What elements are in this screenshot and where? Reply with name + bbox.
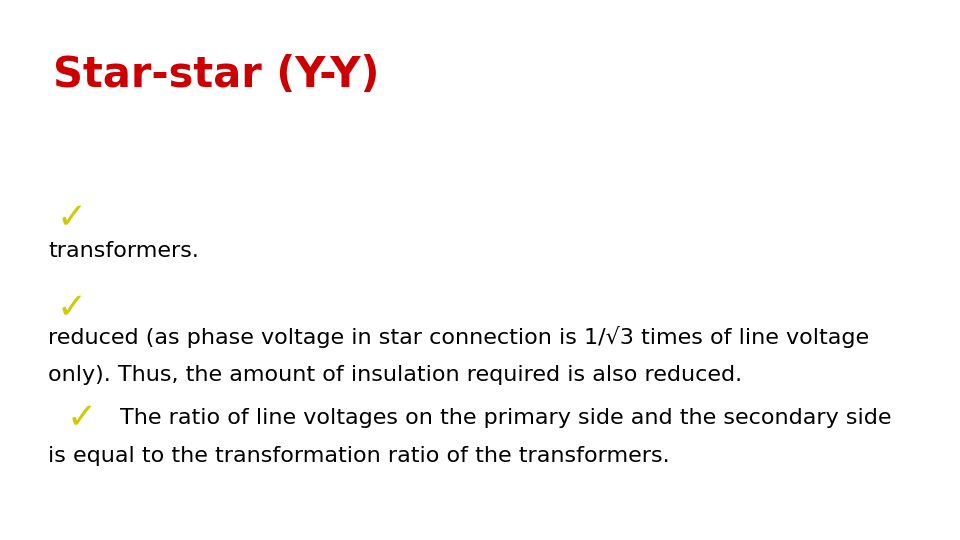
Text: ✓: ✓ — [66, 402, 97, 435]
Text: reduced (as phase voltage in star connection is 1/√3 times of line voltage: reduced (as phase voltage in star connec… — [48, 327, 869, 348]
Text: only). Thus, the amount of insulation required is also reduced.: only). Thus, the amount of insulation re… — [48, 365, 742, 386]
Text: ✓: ✓ — [57, 291, 87, 325]
Text: The ratio of line voltages on the primary side and the secondary side: The ratio of line voltages on the primar… — [120, 408, 892, 429]
Text: Star-star (Y-Y): Star-star (Y-Y) — [53, 54, 379, 96]
Text: transformers.: transformers. — [48, 241, 199, 261]
Text: is equal to the transformation ratio of the transformers.: is equal to the transformation ratio of … — [48, 446, 670, 467]
Text: ✓: ✓ — [57, 202, 87, 235]
